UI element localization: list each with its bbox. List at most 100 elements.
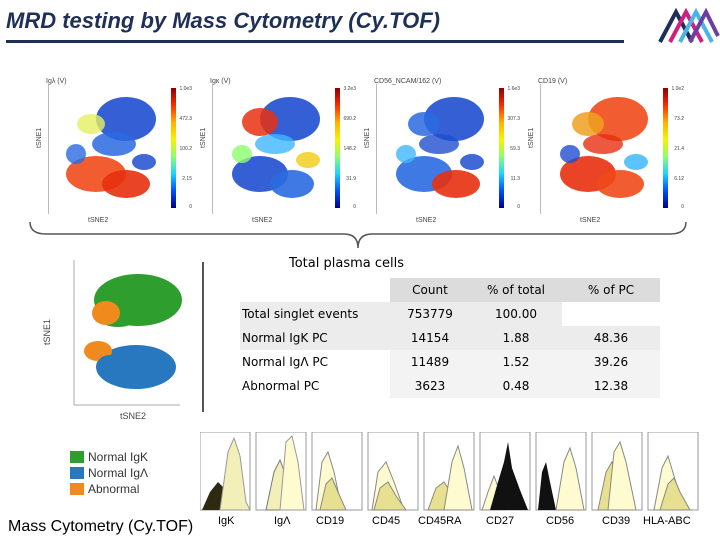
legend-label: Normal IgΛ	[88, 466, 149, 480]
institution-logo-icon	[658, 7, 720, 43]
table-header-row: Count % of total % of PC	[240, 278, 660, 302]
population-ylabel: tSNE1	[42, 318, 52, 345]
table-cell: 48.36	[562, 326, 660, 350]
legend-item: Normal IgΚ	[70, 449, 148, 465]
histogram-cd39	[591, 432, 643, 511]
scale-tick: 0	[353, 204, 356, 210]
panel-xlabel: tSNE2	[252, 217, 273, 224]
population-tsne-plot: tSNE1 tSNE2	[40, 255, 200, 425]
histogram-label: IgΚ	[218, 515, 235, 527]
panel-xlabel: tSNE2	[416, 217, 437, 224]
histogram-label: CD45	[372, 515, 401, 527]
legend-swatch	[70, 451, 84, 463]
scale-tick: 0	[517, 204, 520, 210]
scale-tick: 21.4	[674, 146, 684, 152]
panel-ylabel: tSNE1	[364, 127, 371, 148]
histogram-label: CD56	[546, 515, 575, 527]
legend-swatch	[70, 483, 84, 495]
table-cell: 1.52	[470, 350, 562, 374]
title-divider	[6, 40, 624, 43]
panel-axis	[212, 84, 336, 214]
panel-axis	[376, 84, 500, 214]
table-cell: Normal IgΛ PC	[242, 355, 329, 369]
tsne-scatter	[232, 97, 320, 198]
table-cell	[562, 302, 660, 326]
panel-title: CD19 (V)	[538, 78, 568, 85]
histogram-cd19	[311, 432, 363, 511]
table-cell: Abnormal PC	[242, 379, 320, 393]
histogram-label: CD39	[602, 515, 631, 527]
legend-label: Abnormal	[88, 482, 140, 496]
table-cell: 100.00	[470, 302, 562, 326]
scale-tick: 148.2	[343, 146, 356, 152]
grouping-brace	[29, 222, 687, 249]
scale-tick: 11.3	[510, 176, 520, 182]
color-scale	[499, 88, 504, 208]
histogram-label: CD45RA	[418, 515, 462, 527]
table-cell: 14154	[390, 326, 470, 350]
panel-ylabel: tSNE1	[200, 127, 207, 148]
panel-title: Igκ (V)	[210, 78, 231, 85]
panel-axis	[48, 84, 172, 214]
table-cell: 11489	[390, 350, 470, 374]
population-xlabel: tSNE2	[120, 411, 147, 421]
histogram-label: IgΛ	[274, 515, 291, 527]
tsne-panel-cd19: CD19 (V) tSNE1 tSNE2 1.0e2 73.2 21.4 6.1…	[528, 64, 688, 224]
scale-tick: 59.3	[510, 146, 520, 152]
histogram-label: CD27	[486, 515, 515, 527]
histogram-label: HLA-ABC	[643, 515, 691, 527]
scale-tick: 307.3	[507, 116, 520, 122]
panel-xlabel: tSNE2	[580, 217, 601, 224]
tsne-scatter	[396, 97, 484, 198]
legend-item: Abnormal	[70, 481, 148, 497]
table-row: Total singlet events 753779 100.00	[240, 302, 660, 326]
panel-axis	[540, 84, 664, 214]
population-legend: Normal IgΚ Normal IgΛ Abnormal	[70, 449, 148, 497]
footer-caption: Mass Cytometry (Cy.TOF)	[8, 518, 194, 535]
tsne-scatter	[66, 97, 156, 198]
scale-tick: 73.2	[674, 116, 684, 122]
legend-label: Normal IgΚ	[88, 450, 149, 464]
histogram-strip	[200, 432, 699, 511]
scale-tick: 31.9	[346, 176, 356, 182]
scale-tick: 100.2	[179, 146, 192, 152]
table-cell: 39.26	[562, 350, 660, 374]
color-scale	[335, 88, 340, 208]
histogram-cd45ra	[423, 432, 475, 511]
histogram-igk	[200, 432, 251, 511]
color-scale	[663, 88, 668, 208]
panel-title: Igλ (V)	[46, 78, 67, 85]
section-divider	[202, 262, 204, 412]
table-cell: 753779	[390, 302, 470, 326]
scale-tick: 2.15	[182, 176, 192, 182]
table-cell: 0.48	[470, 374, 562, 398]
scale-tick: 3.2e3	[343, 86, 356, 92]
scale-tick: 1.6e3	[507, 86, 520, 92]
table-cell: 3623	[390, 374, 470, 398]
plasma-cell-table: Count % of total % of PC Total singlet e…	[240, 278, 660, 398]
scale-tick: 472.3	[179, 116, 192, 122]
scale-tick: 1.0e2	[671, 86, 684, 92]
table-title: Total plasma cells	[289, 256, 405, 271]
table-cell: Normal IgΚ PC	[240, 326, 390, 350]
tsne-panel-kappa: Igκ (V) tSNE1 tSNE2 3.2e3 690.2 148.2 31…	[200, 64, 360, 224]
scale-tick: 690.2	[343, 116, 356, 122]
color-scale	[171, 88, 176, 208]
panel-xlabel: tSNE2	[88, 217, 109, 224]
histogram-cd45	[367, 432, 419, 511]
scale-tick: 1.0e3	[179, 86, 192, 92]
table-header	[240, 278, 390, 302]
legend-item: Normal IgΛ	[70, 465, 148, 481]
panel-title: CD56_NCAM/162 (V)	[374, 78, 442, 85]
panel-ylabel: tSNE1	[36, 127, 43, 148]
table-row: Normal IgΚ PC 14154 1.88 48.36	[240, 326, 660, 350]
table-header: Count	[390, 278, 470, 302]
table-cell: 1.88	[470, 326, 562, 350]
legend-swatch	[70, 467, 84, 479]
page-title: MRD testing by Mass Cytometry (Cy.TOF)	[6, 8, 440, 33]
table-row: Normal IgΛ PC 11489 1.52 39.26	[240, 350, 660, 374]
histogram-label: CD19	[316, 515, 345, 527]
panel-ylabel: tSNE1	[528, 127, 535, 148]
tsne-panel-lambda: Igλ (V) tSNE1 tSNE2 1.0e3 472.3 100.2 2.…	[36, 64, 196, 224]
tsne-scatter	[560, 97, 648, 198]
